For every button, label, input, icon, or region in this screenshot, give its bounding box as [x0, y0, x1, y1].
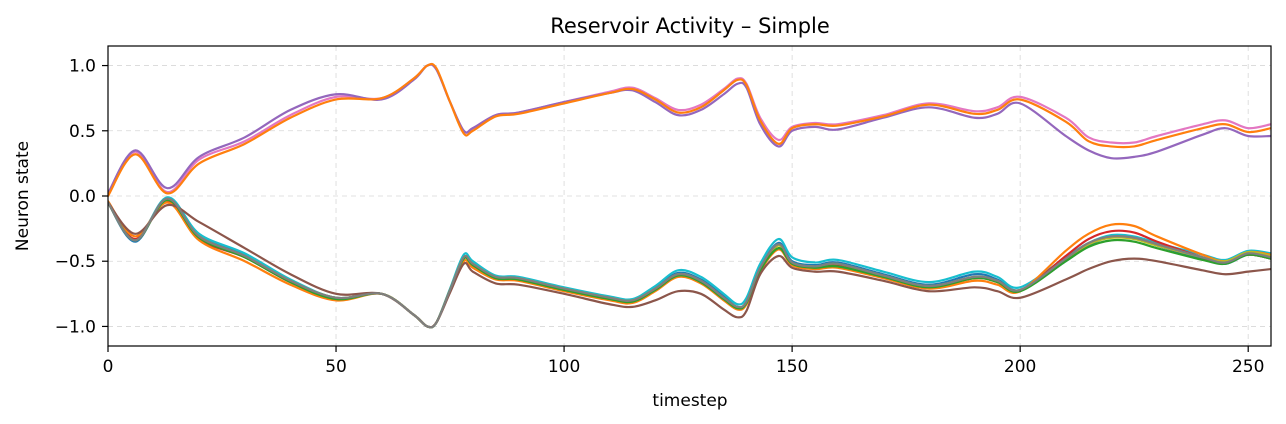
y-tick-label: 1.0: [69, 57, 96, 77]
x-tick-label: 250: [1232, 357, 1264, 377]
x-axis: 0 50 100 150 200 250: [103, 346, 1264, 377]
series-line-1: [108, 63, 1271, 195]
x-tick-label: 100: [548, 357, 580, 377]
grid-layer: [107, 46, 1271, 346]
y-tick-label: 0.5: [69, 122, 96, 142]
series-line-8: [108, 198, 1271, 329]
x-tick-label: 50: [325, 357, 347, 377]
x-tick-label: 200: [1004, 357, 1036, 377]
chart-title: Reservoir Activity – Simple: [550, 14, 830, 38]
series-line-3: [108, 197, 1271, 329]
series-line-10: [108, 197, 1271, 329]
y-tick-label: 0.0: [69, 187, 96, 207]
series-line-2: [108, 62, 1271, 198]
y-tick-label: −1.0: [55, 317, 96, 337]
y-tick-label: −0.5: [55, 252, 96, 272]
series-line-4: [108, 196, 1271, 329]
x-axis-label: timestep: [652, 391, 727, 411]
y-axis-label: Neuron state: [13, 141, 33, 251]
series-line-0: [108, 63, 1271, 195]
series-line-5: [108, 200, 1271, 329]
x-tick-label: 0: [103, 357, 114, 377]
plot-area: [108, 62, 1271, 329]
y-axis: 1.0 0.5 0.0 −0.5 −1.0: [55, 57, 108, 337]
series-line-9: [108, 201, 1271, 329]
x-tick-label: 150: [776, 357, 808, 377]
series-line-7: [108, 198, 1271, 329]
series-line-6: [108, 200, 1271, 329]
